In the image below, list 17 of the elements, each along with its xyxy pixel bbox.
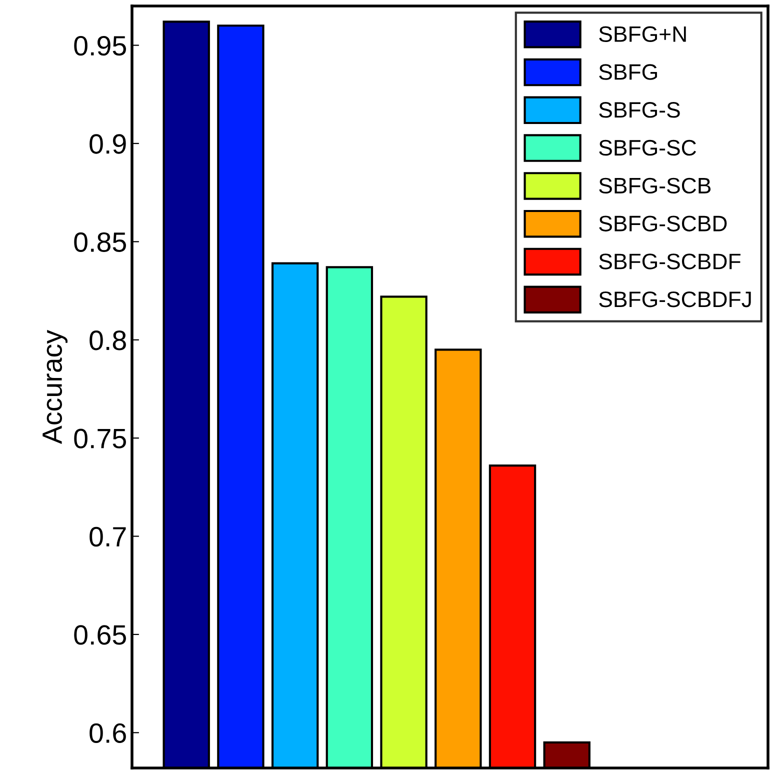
legend-label: SBFG+N bbox=[599, 26, 686, 42]
y-tick-label: 0.95 bbox=[74, 36, 126, 56]
legend-label: SBFG-SCBDFJ bbox=[599, 291, 751, 308]
y-tick-label: 0.75 bbox=[74, 428, 126, 448]
y-tick-label: 0.8 bbox=[90, 330, 126, 350]
legend-label: SBFG bbox=[599, 64, 657, 80]
y-tick-label: 0.65 bbox=[74, 625, 126, 645]
legend-label: SBFG-SCBD bbox=[599, 216, 727, 232]
y-tick-label: 0.7 bbox=[90, 526, 126, 547]
legend-label: SBFG-S bbox=[599, 102, 680, 118]
legend-label: SBFG-SCB bbox=[599, 178, 711, 194]
y-axis-title: Accuracy bbox=[42, 330, 68, 444]
legend-label: SBFG-SC bbox=[599, 140, 696, 156]
y-tick-label: 0.9 bbox=[90, 134, 126, 154]
y-tick-label: 0.85 bbox=[74, 232, 126, 252]
y-tick-label: 0.6 bbox=[90, 723, 126, 743]
legend-label: SBFG-SCBDF bbox=[599, 254, 740, 270]
